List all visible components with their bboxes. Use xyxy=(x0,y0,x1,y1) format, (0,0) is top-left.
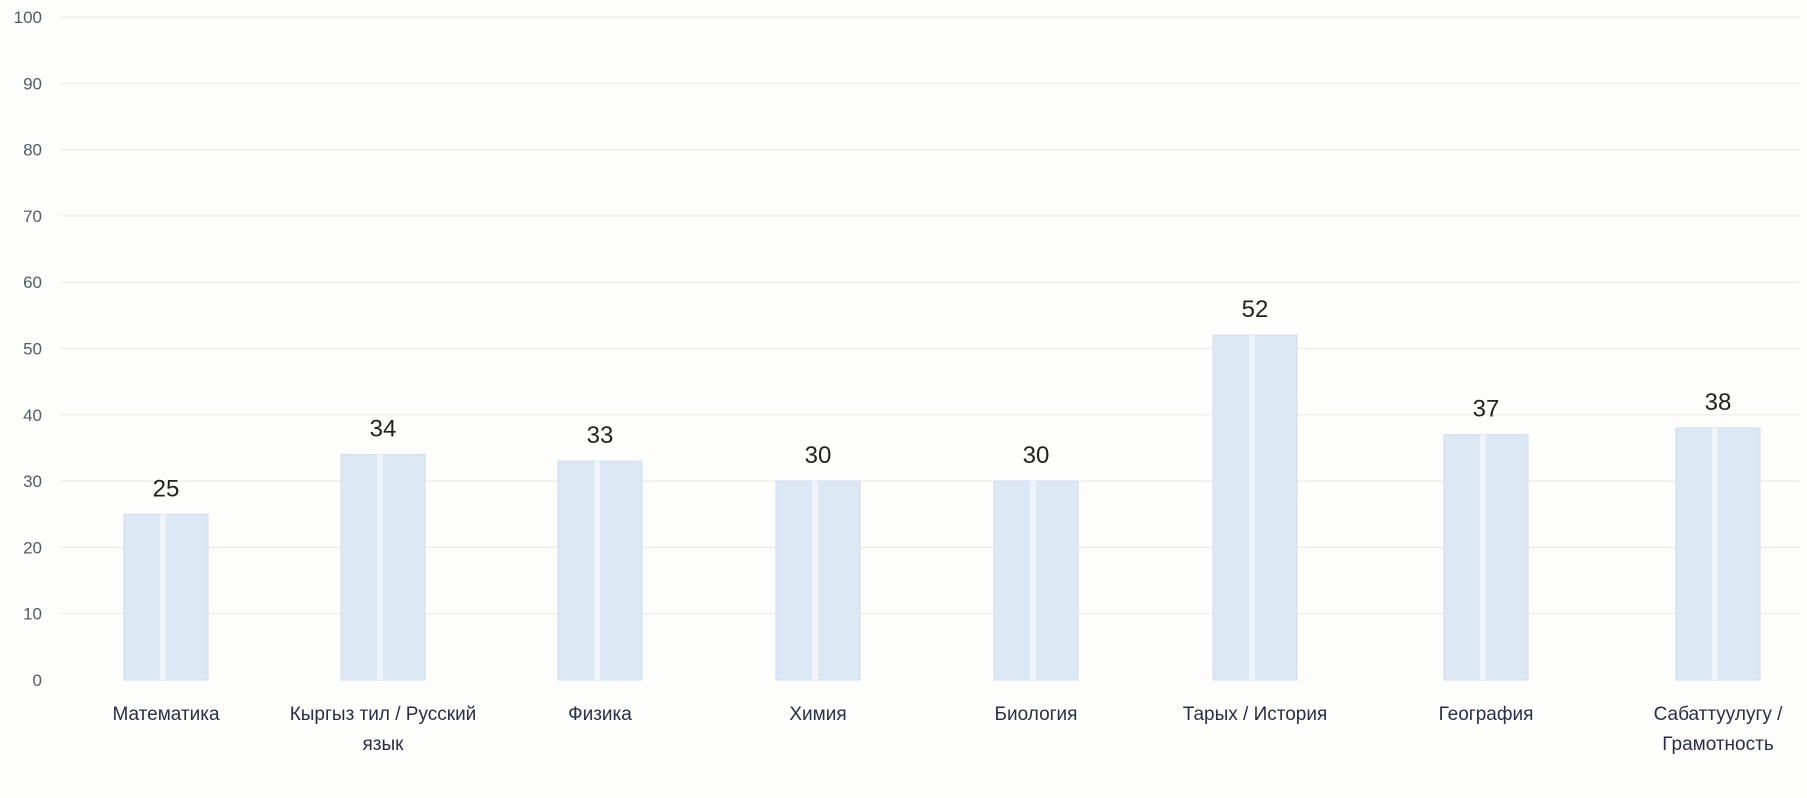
x-tick-label-line: География xyxy=(1439,704,1534,725)
x-tick-label: Химия xyxy=(789,704,846,725)
x-tick-label-line: Химия xyxy=(789,704,846,725)
x-tick-label: Физика xyxy=(568,704,632,725)
x-axis-ticks: Математика Кыргыз тил / Русский язык Физика… xyxy=(112,704,1783,755)
x-tick-label: Тарых / История xyxy=(1183,704,1328,725)
y-tick-label: 90 xyxy=(23,74,42,93)
bar-highlight xyxy=(812,481,818,680)
x-tick-label-line: Физика xyxy=(568,704,632,725)
data-label: 34 xyxy=(370,416,397,443)
y-axis-ticks: 0 10 20 30 40 50 60 70 80 90 100 xyxy=(14,8,42,690)
data-label: 38 xyxy=(1705,389,1732,416)
y-tick-label: 50 xyxy=(23,340,42,359)
x-tick-label-line: Тарых / История xyxy=(1183,704,1328,725)
data-label: 52 xyxy=(1242,296,1269,323)
data-label: 25 xyxy=(153,475,180,502)
data-labels: 25 34 33 30 30 52 37 38 xyxy=(153,296,1732,502)
data-label: 33 xyxy=(587,422,614,449)
x-tick-label-line: Грамотность xyxy=(1662,734,1774,755)
x-tick-label-line: Кыргыз тил / Русский xyxy=(290,704,477,725)
bar-highlight xyxy=(594,461,600,680)
y-tick-label: 10 xyxy=(23,605,42,624)
x-tick-label-line: Биология xyxy=(995,704,1078,725)
y-tick-label: 100 xyxy=(14,8,42,27)
y-tick-label: 30 xyxy=(23,472,42,491)
bar-highlight xyxy=(1712,428,1718,680)
bar-highlight xyxy=(1249,335,1255,680)
data-label: 30 xyxy=(1023,442,1050,469)
bar-highlight xyxy=(1480,434,1486,680)
x-tick-label-line: язык xyxy=(363,734,405,755)
x-tick-label: География xyxy=(1439,704,1534,725)
bar-highlight xyxy=(377,454,383,680)
data-label: 37 xyxy=(1473,396,1500,423)
x-tick-label: Математика xyxy=(112,704,220,725)
bar-highlight xyxy=(160,514,166,680)
data-label: 30 xyxy=(805,442,832,469)
bar-highlight xyxy=(1030,481,1036,680)
bars xyxy=(123,334,1761,681)
gridlines xyxy=(60,16,1800,615)
x-tick-label: Кыргыз тил / Русский язык xyxy=(290,704,477,755)
y-tick-label: 0 xyxy=(33,671,42,690)
x-tick-label: Биология xyxy=(995,704,1078,725)
y-tick-label: 20 xyxy=(23,538,42,557)
y-tick-label: 40 xyxy=(23,406,42,425)
x-tick-label: Сабаттуулугу / Грамотность xyxy=(1654,704,1784,755)
x-tick-label-line: Сабаттуулугу / xyxy=(1654,704,1784,725)
y-tick-label: 60 xyxy=(23,273,42,292)
x-tick-label-line: Математика xyxy=(112,704,220,725)
y-tick-label: 70 xyxy=(23,207,42,226)
y-tick-label: 80 xyxy=(23,141,42,160)
